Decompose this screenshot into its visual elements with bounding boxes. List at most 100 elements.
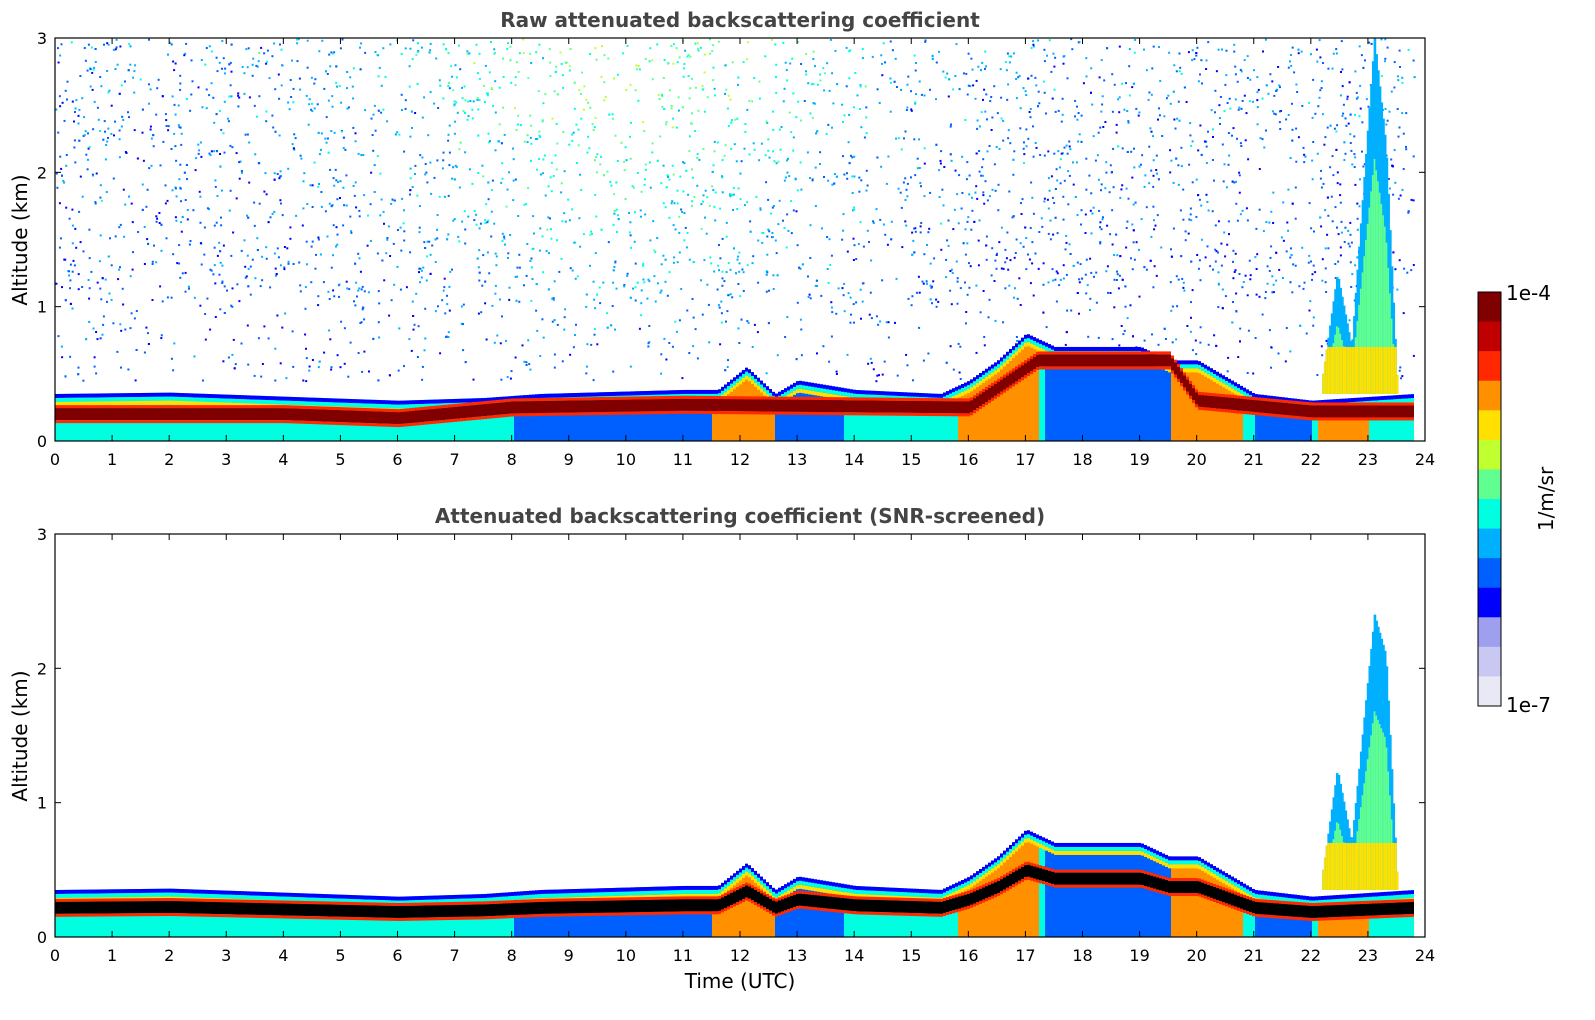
noise-point <box>809 177 811 179</box>
noise-point <box>843 114 846 117</box>
noise-point <box>672 224 675 227</box>
noise-point <box>148 83 150 86</box>
noise-point <box>1302 146 1305 149</box>
noise-point <box>1163 115 1166 118</box>
noise-point <box>938 169 941 172</box>
noise-point <box>1043 60 1046 63</box>
noise-point <box>1155 169 1158 171</box>
layer-peak-edge <box>490 415 493 419</box>
layer-peak-edge <box>340 422 343 426</box>
noise-point <box>104 278 107 281</box>
noise-point <box>442 159 445 162</box>
noise-point <box>920 222 923 224</box>
noise-point <box>670 202 673 205</box>
noise-point <box>878 102 881 104</box>
noise-point <box>79 75 82 77</box>
noise-point <box>1412 199 1415 202</box>
noise-point <box>947 95 950 98</box>
layer-edge <box>181 397 184 402</box>
layer-edge <box>286 400 289 405</box>
noise-point <box>455 101 458 104</box>
noise-point <box>143 351 146 354</box>
layer-edge <box>400 400 403 405</box>
noise-point <box>1235 202 1238 205</box>
noise-point <box>1285 327 1288 329</box>
noise-point <box>1042 283 1045 286</box>
noise-point <box>1190 301 1192 304</box>
noise-point <box>786 316 789 318</box>
noise-point <box>77 366 80 369</box>
noise-point <box>721 176 724 179</box>
noise-point <box>383 279 386 282</box>
noise-point <box>746 58 749 61</box>
layer-peak-edge <box>541 412 544 416</box>
noise-point <box>1240 70 1243 73</box>
noise-point <box>713 270 716 273</box>
layer-edge <box>424 399 427 404</box>
noise-point <box>107 43 110 46</box>
noise-point <box>1037 105 1039 108</box>
noise-point <box>1397 79 1400 82</box>
noise-point <box>197 143 200 146</box>
noise-point <box>703 259 706 262</box>
noise-point <box>943 166 946 168</box>
noise-point <box>1156 214 1159 217</box>
noise-point <box>700 203 703 206</box>
layer-peak-edge <box>433 420 436 424</box>
noise-point <box>107 91 110 94</box>
noise-point <box>1187 51 1190 54</box>
noise-point <box>842 213 845 216</box>
noise-point <box>1008 284 1011 287</box>
noise-point <box>629 83 632 86</box>
noise-point <box>1245 207 1248 210</box>
layer-edge <box>133 397 136 402</box>
noise-point <box>1171 341 1174 344</box>
noise-point <box>937 300 940 303</box>
noise-point <box>302 207 305 210</box>
noise-point <box>1234 98 1237 101</box>
layer-peak-edge <box>439 405 442 409</box>
noise-point <box>1342 103 1345 106</box>
noise-point <box>267 221 270 224</box>
layer-edge <box>364 403 367 408</box>
noise-point <box>1066 152 1069 155</box>
noise-point <box>335 81 338 84</box>
noise-point <box>501 177 504 180</box>
noise-point <box>1239 213 1242 216</box>
layer-edge <box>202 393 205 398</box>
noise-point <box>1009 142 1012 145</box>
noise-point <box>986 199 989 202</box>
layer-peak <box>130 408 133 421</box>
noise-point <box>389 43 392 46</box>
layer-peak-edge <box>67 420 70 424</box>
layer-peak-edge <box>523 413 526 417</box>
noise-point <box>904 130 907 133</box>
noise-point <box>910 304 913 307</box>
layer-edge <box>502 396 505 401</box>
noise-point <box>767 149 770 152</box>
noise-point <box>1349 133 1352 136</box>
noise-point <box>423 96 426 99</box>
noise-point <box>1406 271 1409 274</box>
layer-edge <box>412 404 415 409</box>
layer-peak <box>394 412 397 425</box>
noise-point <box>1020 202 1022 205</box>
noise-point <box>956 193 959 196</box>
noise-point <box>548 48 551 51</box>
noise-point <box>1313 230 1315 233</box>
layer-column <box>598 392 601 441</box>
noise-point <box>1220 264 1223 267</box>
noise-point <box>240 342 243 345</box>
noise-point <box>429 272 432 275</box>
noise-point <box>1334 206 1337 209</box>
noise-point <box>1345 124 1348 127</box>
layer-edge <box>151 392 154 397</box>
noise-point <box>212 273 215 276</box>
noise-point <box>778 199 781 202</box>
noise-point <box>980 111 983 114</box>
noise-point <box>679 175 682 178</box>
noise-point <box>135 349 138 351</box>
noise-point <box>237 92 240 95</box>
noise-point <box>265 62 268 65</box>
layer-edge <box>145 396 148 401</box>
